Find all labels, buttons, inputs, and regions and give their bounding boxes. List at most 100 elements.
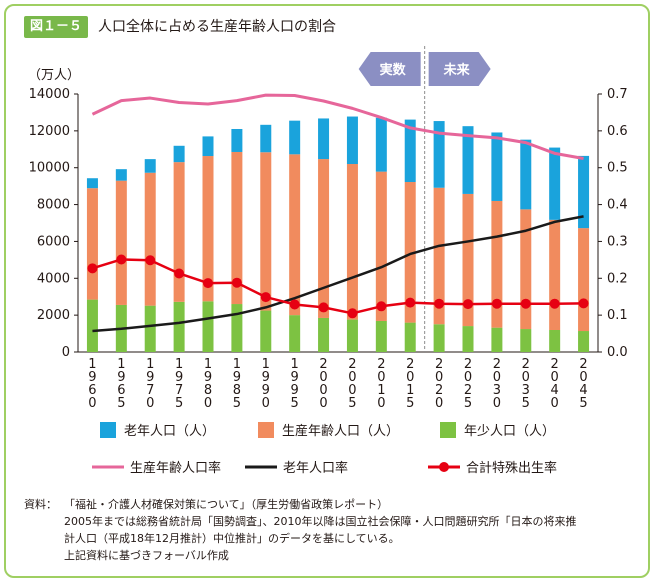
bar-working bbox=[462, 193, 474, 327]
x-tick-label: 6 bbox=[88, 383, 96, 398]
x-tick-label: 7 bbox=[175, 383, 183, 398]
x-tick-label: 2 bbox=[464, 383, 472, 398]
figure-badge: 図１－５ bbox=[24, 16, 89, 38]
x-tick-label: 1 bbox=[406, 383, 414, 398]
legend-label: 年少人口（人） bbox=[464, 424, 555, 439]
actual-arrow bbox=[358, 52, 421, 86]
y-right-tick-label: 0.3 bbox=[607, 234, 628, 249]
bar-elderly bbox=[231, 128, 243, 152]
y-left-tick-label: 2000 bbox=[37, 308, 70, 323]
bar-elderly bbox=[346, 116, 358, 165]
bar-young bbox=[173, 301, 185, 352]
x-tick-label: 1 bbox=[233, 357, 241, 372]
x-tick-label: 2 bbox=[377, 357, 385, 372]
source-note-line4: 上記資料に基づきフォーバル作成 bbox=[64, 549, 229, 562]
legend-swatch bbox=[100, 422, 116, 438]
x-tick-label: 5 bbox=[175, 396, 183, 411]
bar-working bbox=[433, 187, 445, 325]
x-tick-label: 9 bbox=[175, 370, 183, 385]
fertility-rate-marker bbox=[434, 298, 445, 309]
legend-label: 生産年齢人口（人） bbox=[282, 423, 399, 439]
legend-swatch bbox=[258, 422, 274, 438]
x-tick-label: 5 bbox=[233, 396, 241, 411]
fertility-rate-marker bbox=[87, 263, 98, 274]
x-tick-label: 1 bbox=[291, 357, 299, 372]
x-tick-label: 9 bbox=[262, 383, 270, 398]
y-right-tick-label: 0.4 bbox=[607, 198, 628, 213]
bar-elderly bbox=[549, 147, 561, 220]
fertility-rate-marker bbox=[549, 298, 560, 309]
bar-young bbox=[202, 301, 214, 352]
bar-young bbox=[462, 326, 474, 352]
bar-working bbox=[520, 209, 532, 330]
x-tick-label: 2 bbox=[579, 357, 587, 372]
legend-label: 老年人口（人） bbox=[124, 424, 215, 439]
bar-elderly bbox=[86, 178, 98, 189]
x-tick-label: 9 bbox=[117, 370, 125, 385]
source-note-prefix: 資料： bbox=[24, 498, 57, 511]
actual-label: 実数 bbox=[380, 62, 407, 78]
x-tick-label: 0 bbox=[262, 396, 270, 411]
x-tick-label: 0 bbox=[435, 370, 443, 385]
fertility-rate-marker bbox=[520, 298, 531, 309]
x-tick-label: 9 bbox=[88, 370, 96, 385]
x-tick-label: 2 bbox=[406, 357, 414, 372]
x-tick-label: 8 bbox=[233, 383, 241, 398]
bar-working bbox=[491, 200, 503, 328]
y-left-tick-label: 14000 bbox=[29, 87, 70, 102]
x-tick-label: 5 bbox=[579, 396, 587, 411]
x-tick-label: 1 bbox=[146, 357, 154, 372]
x-tick-label: 2 bbox=[493, 357, 501, 372]
bar-elderly bbox=[375, 117, 387, 172]
bar-working bbox=[289, 154, 301, 316]
x-tick-label: 5 bbox=[522, 396, 530, 411]
legend-label: 生産年齢人口率 bbox=[130, 460, 221, 476]
x-tick-label: 0 bbox=[406, 370, 414, 385]
bar-elderly bbox=[115, 169, 127, 181]
x-tick-label: 4 bbox=[551, 383, 559, 398]
x-tick-label: 0 bbox=[319, 383, 327, 398]
x-tick-label: 5 bbox=[406, 396, 414, 411]
x-tick-label: 9 bbox=[233, 370, 241, 385]
x-tick-label: 1 bbox=[377, 383, 385, 398]
bar-working bbox=[346, 164, 358, 320]
fertility-rate-marker bbox=[231, 277, 242, 288]
y-left-tick-label: 0 bbox=[62, 345, 70, 360]
bar-elderly bbox=[404, 119, 416, 183]
fertility-rate-marker bbox=[347, 308, 358, 319]
bar-elderly bbox=[578, 155, 590, 229]
bar-young bbox=[289, 315, 301, 352]
figure-title: 人口全体に占める生産年齢人口の割合 bbox=[98, 19, 336, 35]
x-tick-label: 1 bbox=[117, 357, 125, 372]
x-tick-label: 2 bbox=[464, 357, 472, 372]
fertility-rate-marker bbox=[260, 292, 271, 303]
x-tick-label: 0 bbox=[319, 396, 327, 411]
x-tick-label: 2 bbox=[551, 357, 559, 372]
bar-young bbox=[144, 305, 156, 352]
fertility-rate-marker bbox=[318, 302, 329, 313]
bar-elderly bbox=[433, 121, 445, 188]
y-left-tick-label: 10000 bbox=[29, 161, 70, 176]
bar-working bbox=[260, 152, 272, 311]
forecast-arrow bbox=[428, 52, 491, 86]
bar-elderly bbox=[318, 118, 330, 160]
y-left-unit: （万人） bbox=[28, 68, 80, 83]
x-tick-label: 5 bbox=[348, 396, 356, 411]
x-tick-label: 9 bbox=[291, 370, 299, 385]
x-tick-label: 1 bbox=[88, 357, 96, 372]
bar-young bbox=[318, 317, 330, 352]
bar-elderly bbox=[202, 136, 214, 157]
bar-working bbox=[375, 171, 387, 321]
x-tick-label: 0 bbox=[319, 370, 327, 385]
bar-young bbox=[404, 322, 416, 352]
bar-young bbox=[520, 329, 532, 352]
x-tick-label: 1 bbox=[262, 357, 270, 372]
x-tick-label: 5 bbox=[291, 396, 299, 411]
x-tick-label: 6 bbox=[117, 383, 125, 398]
x-tick-label: 1 bbox=[204, 357, 212, 372]
y-left-tick-label: 4000 bbox=[37, 271, 70, 286]
x-tick-label: 9 bbox=[204, 370, 212, 385]
legend-label: 合計特殊出生率 bbox=[466, 460, 557, 476]
x-tick-label: 7 bbox=[146, 383, 154, 398]
bar-working bbox=[173, 162, 185, 302]
